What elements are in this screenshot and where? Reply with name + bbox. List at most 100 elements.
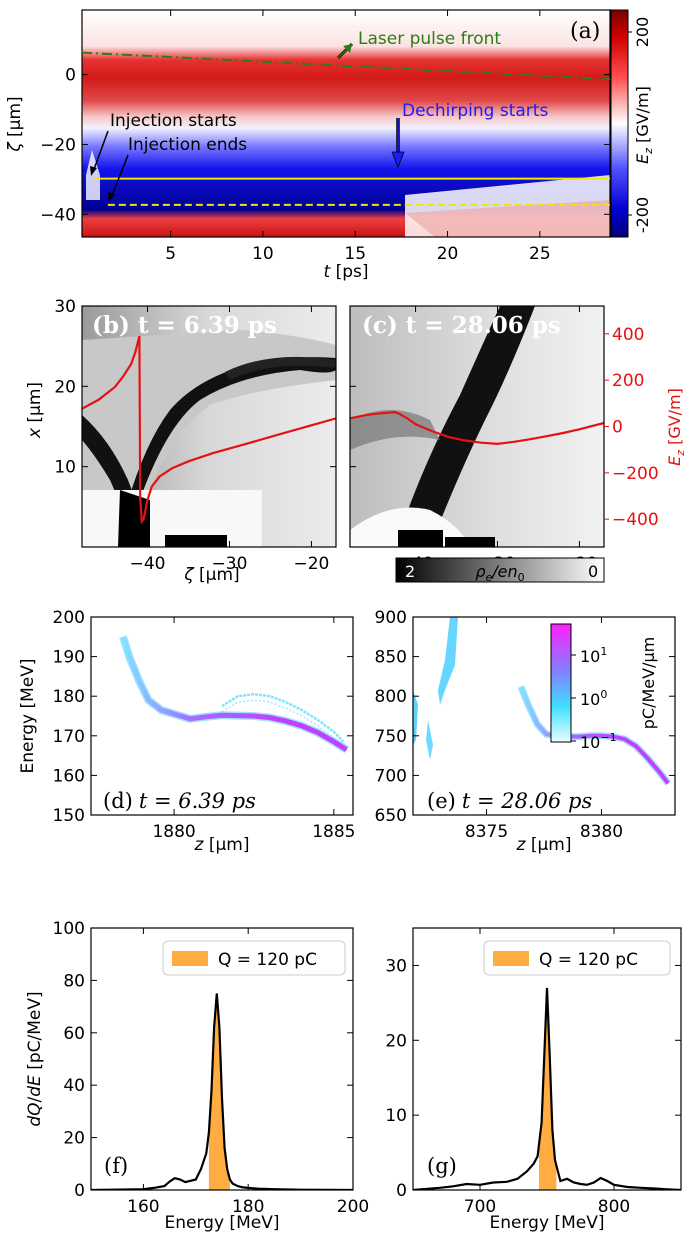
panel-b-ytick-label: 30	[54, 297, 76, 317]
panel-c-ez-axis: 400 200 0 −200 −400	[604, 325, 659, 530]
panel-e-ytick-label: 700	[375, 766, 407, 786]
panel-d-ytick-label: 160	[53, 766, 85, 786]
panel-e-ticks: 8375 8380 650 700 750 800 850 900	[375, 608, 675, 842]
panel-d-xtick-label: 1880	[152, 822, 195, 842]
panel-e-ytick-label: 800	[375, 687, 407, 707]
panel-b-bunch	[118, 490, 150, 547]
panel-f-ytick-label: 100	[53, 919, 85, 939]
panel-b-ticks: −40 −30 −20 10 20 30	[54, 297, 336, 574]
panel-d-ytick-label: 180	[53, 687, 85, 707]
charge-colorbar-label: pC/MeV/μm	[639, 637, 658, 729]
panel-a: 5 10 15 20 25 0 −20 −40 (a) Laser pulse front D…	[5, 9, 655, 282]
panel-e-left-streak	[413, 690, 418, 745]
panel-e: 8375 8380 650 700 750 800 850 900 (e) t = 28.06 …	[375, 608, 676, 855]
panel-b-xlabel: ζ [μm]	[183, 565, 239, 585]
panel-b-xtick-label: −30	[212, 554, 248, 574]
density-colorbar-tick-left: 2	[405, 562, 415, 581]
panel-f-legend-swatch	[172, 951, 208, 966]
annotation-injection-ends-text: Injection ends	[128, 135, 247, 155]
panel-g-xtick-label: 700	[464, 1197, 496, 1217]
panel-g-xtick-label: 800	[598, 1197, 630, 1217]
density-colorbar-tick-right: 0	[588, 562, 598, 581]
panel-f-xtick-label: 180	[232, 1197, 264, 1217]
panel-b-tail	[165, 535, 227, 547]
panel-b-xtick-label: −40	[130, 554, 166, 574]
panel-f-xtick-label: 200	[337, 1197, 369, 1217]
ez-axis-tick-label: 400	[612, 325, 644, 345]
panel-a-frame	[81, 9, 611, 238]
panel-a-ylabel: ζ [μm]	[5, 96, 25, 152]
panel-f-legend: Q = 120 pC	[162, 940, 346, 976]
panel-a-xtick-label: 10	[252, 244, 274, 264]
panel-d-label: (d) t = 6.39 ps	[103, 789, 256, 813]
annotation-injection-starts-text: Injection starts	[110, 111, 237, 131]
panel-a-label: (a)	[570, 19, 600, 44]
panel-b-ytick-label: 20	[54, 377, 76, 397]
panel-f-xtick-label: 160	[127, 1197, 159, 1217]
panel-e-ytick-label: 900	[375, 608, 407, 628]
panel-d-ylabel: Energy [MeV]	[18, 659, 38, 774]
panel-c-title: (c) t = 28.06 ps	[362, 312, 561, 339]
density-colorbar-bar	[395, 557, 605, 583]
panel-g-ytick-label: 30	[385, 956, 407, 976]
panel-c-left-arm	[350, 410, 440, 450]
panel-a-ytick-label: −40	[40, 205, 76, 225]
panel-b-upper-sheath	[120, 357, 336, 530]
panel-a-colorbar-label: Ez [GV/m]	[633, 86, 655, 164]
panel-f-ytick-label: 80	[63, 971, 85, 991]
panel-a-injection-spike	[86, 150, 100, 200]
panel-g-xlabel: Energy [MeV]	[490, 1213, 605, 1233]
annotation-dechirping: Dechirping starts	[391, 101, 548, 169]
panel-b-title: (b) t = 6.39 ps	[92, 312, 277, 339]
ez-axis-tick-label: −400	[612, 510, 659, 530]
panel-e-plot-area	[413, 617, 675, 815]
ez-axis-tick-label: −200	[612, 464, 659, 484]
panel-g-legend: Q = 120 pC	[483, 940, 671, 976]
panel-a-colorbar: 200 -200 Ez [GV/m]	[610, 9, 655, 238]
panel-e-ytick-label: 750	[375, 727, 407, 747]
panel-d-ytick-label: 190	[53, 648, 85, 668]
panel-b-wake-band	[225, 356, 336, 380]
panel-g-ytick-label: 10	[385, 1106, 407, 1126]
panel-f-frame	[90, 927, 354, 1191]
panel-f-ytick-label: 20	[63, 1129, 85, 1149]
panel-g-label: (g)	[427, 1154, 457, 1178]
panel-e-xtick-label: 8380	[580, 822, 623, 842]
panel-e-frame	[412, 616, 676, 816]
panel-a-ytick-label: −20	[40, 135, 76, 155]
panel-e-left-streak-2	[426, 720, 433, 760]
panel-e-label: (e) t = 28.06 ps	[427, 789, 592, 813]
panel-g-fill	[539, 987, 557, 1190]
panel-a-xlabel: t [ps]	[324, 262, 369, 282]
panel-b-ytick-label: 10	[54, 458, 76, 478]
panel-b-ez-line	[82, 335, 336, 525]
panel-e-ytick-label: 850	[375, 648, 407, 668]
panel-f-ytick-label: 40	[63, 1076, 85, 1096]
panel-f-legend-text: Q = 120 pC	[218, 950, 317, 970]
panel-e-ytick-label: 650	[375, 806, 407, 826]
panel-f-ytick-label: 0	[74, 1181, 85, 1201]
panel-d-ytick-label: 200	[53, 608, 85, 628]
panel-d-ticks: 1880 1885 150 160 170 180 190 200	[53, 608, 356, 842]
panel-f-ytick-label: 60	[63, 1024, 85, 1044]
panel-a-lines	[82, 51, 610, 206]
panel-f-xlabel: Energy [MeV]	[165, 1213, 280, 1233]
panel-d-upper-branch	[221, 692, 345, 743]
annotation-laser-front-text: Laser pulse front	[358, 29, 501, 49]
panel-d-main-band	[120, 636, 348, 752]
panel-d-upper-branch-inner	[221, 699, 344, 749]
panel-f-ylabel: dQ/dE [pC/MeV]	[25, 991, 45, 1126]
panel-b-xtick-label: −20	[293, 554, 329, 574]
density-colorbar-label: ρe/en0	[475, 562, 524, 584]
density-colorbar: 2 0 ρe/en0	[395, 557, 605, 584]
panel-g-ytick-label: 20	[385, 1031, 407, 1051]
charge-colorbar: 101 100 10−1 pC/MeV/μm	[550, 623, 658, 752]
panel-e-main-band	[519, 685, 670, 785]
panel-g-frame	[412, 927, 682, 1191]
panel-d-xlabel: z [μm]	[194, 835, 250, 855]
panel-c-ez-line	[350, 410, 604, 446]
panel-a-ticks: 5 10 15 20 25 0 −20 −40	[40, 10, 610, 264]
annotation-dechirping-text: Dechirping starts	[402, 101, 548, 121]
annotation-laser-front: Laser pulse front	[336, 29, 501, 60]
